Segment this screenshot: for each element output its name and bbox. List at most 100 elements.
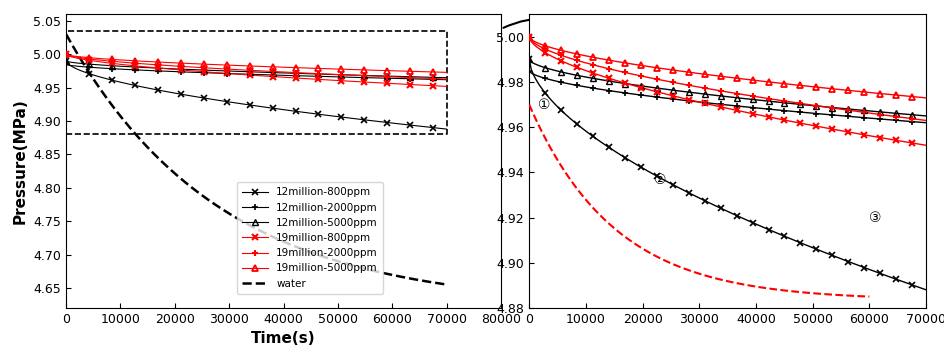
19million-5000ppm <box>152 60 163 64</box>
Line: water: water <box>66 34 447 285</box>
12million-2000ppm <box>404 77 415 81</box>
12million-5000ppm <box>129 65 141 69</box>
19million-5000ppm <box>244 64 255 68</box>
12million-2000ppm <box>244 72 255 76</box>
12million-800ppm <box>60 59 72 63</box>
12million-800ppm <box>404 123 415 127</box>
12million-2000ppm <box>175 70 186 74</box>
12million-2000ppm <box>60 62 72 67</box>
12million-5000ppm <box>381 74 393 78</box>
Line: 12million-800ppm: 12million-800ppm <box>62 58 436 131</box>
19million-2000ppm <box>359 73 370 78</box>
19million-2000ppm <box>335 73 346 77</box>
12million-5000ppm <box>198 68 210 72</box>
12million-800ppm <box>83 72 94 76</box>
19million-800ppm <box>107 61 118 66</box>
19million-2000ppm <box>198 66 210 70</box>
19million-5000ppm <box>198 62 210 66</box>
19million-2000ppm <box>266 69 278 74</box>
water <box>408 277 419 281</box>
water <box>76 58 87 63</box>
19million-2000ppm <box>312 72 324 76</box>
19million-800ppm <box>381 81 393 86</box>
12million-5000ppm <box>152 66 163 70</box>
19million-800ppm <box>60 52 72 57</box>
water <box>60 32 72 37</box>
Text: ①: ① <box>537 98 549 112</box>
19million-5000ppm <box>221 63 232 67</box>
X-axis label: Time(s): Time(s) <box>251 331 315 346</box>
19million-800ppm <box>312 77 324 82</box>
19million-5000ppm <box>335 67 346 71</box>
12million-5000ppm <box>359 73 370 78</box>
19million-800ppm <box>335 78 346 83</box>
Line: 12million-2000ppm: 12million-2000ppm <box>62 61 436 83</box>
12million-800ppm <box>244 103 255 107</box>
19million-5000ppm <box>312 66 324 71</box>
water <box>161 165 173 169</box>
12million-2000ppm <box>359 76 370 80</box>
19million-5000ppm <box>107 57 118 62</box>
Line: 19million-5000ppm: 19million-5000ppm <box>63 52 435 75</box>
water <box>131 134 143 138</box>
12million-5000ppm <box>244 70 255 74</box>
19million-800ppm <box>427 83 438 88</box>
19million-5000ppm <box>404 69 415 73</box>
19million-2000ppm <box>381 74 393 79</box>
19million-800ppm <box>290 76 301 80</box>
19million-2000ppm <box>244 68 255 72</box>
12million-5000ppm <box>266 71 278 75</box>
12million-2000ppm <box>290 73 301 78</box>
water <box>83 70 94 74</box>
water <box>440 282 452 287</box>
19million-800ppm <box>221 71 232 76</box>
12million-800ppm <box>129 83 141 88</box>
19million-5000ppm <box>427 70 438 74</box>
19million-2000ppm <box>107 59 118 63</box>
19million-5000ppm <box>83 55 94 60</box>
19million-800ppm <box>175 68 186 72</box>
19million-5000ppm <box>290 66 301 70</box>
Y-axis label: Pressure(MPa): Pressure(MPa) <box>12 98 27 224</box>
12million-2000ppm <box>107 67 118 71</box>
19million-2000ppm <box>175 64 186 68</box>
12million-800ppm <box>152 88 163 92</box>
12million-2000ppm <box>129 68 141 72</box>
12million-5000ppm <box>290 71 301 76</box>
19million-5000ppm <box>381 68 393 73</box>
12million-800ppm <box>427 126 438 130</box>
19million-800ppm <box>244 73 255 77</box>
19million-800ppm <box>152 66 163 70</box>
12million-2000ppm <box>427 77 438 82</box>
12million-800ppm <box>107 78 118 82</box>
19million-2000ppm <box>290 71 301 75</box>
12million-2000ppm <box>152 69 163 73</box>
12million-800ppm <box>335 115 346 119</box>
19million-5000ppm <box>60 52 72 57</box>
12million-5000ppm <box>175 67 186 71</box>
12million-800ppm <box>198 96 210 100</box>
12million-5000ppm <box>404 74 415 79</box>
19million-2000ppm <box>427 76 438 81</box>
12million-2000ppm <box>266 73 278 77</box>
19million-800ppm <box>359 80 370 84</box>
Text: ②: ② <box>653 173 666 187</box>
12million-800ppm <box>266 106 278 110</box>
12million-5000ppm <box>60 59 72 63</box>
19million-2000ppm <box>221 67 232 71</box>
12million-2000ppm <box>221 71 232 76</box>
12million-800ppm <box>175 92 186 96</box>
water <box>421 279 432 284</box>
19million-800ppm <box>266 74 278 79</box>
12million-5000ppm <box>427 75 438 79</box>
Line: 12million-5000ppm: 12million-5000ppm <box>63 58 435 80</box>
19million-800ppm <box>404 82 415 87</box>
12million-2000ppm <box>198 71 210 75</box>
12million-800ppm <box>290 109 301 113</box>
Line: 19million-2000ppm: 19million-2000ppm <box>62 51 436 82</box>
12million-5000ppm <box>221 69 232 73</box>
12million-5000ppm <box>312 72 324 76</box>
12million-2000ppm <box>335 75 346 79</box>
19million-2000ppm <box>60 52 72 57</box>
19million-5000ppm <box>129 59 141 63</box>
